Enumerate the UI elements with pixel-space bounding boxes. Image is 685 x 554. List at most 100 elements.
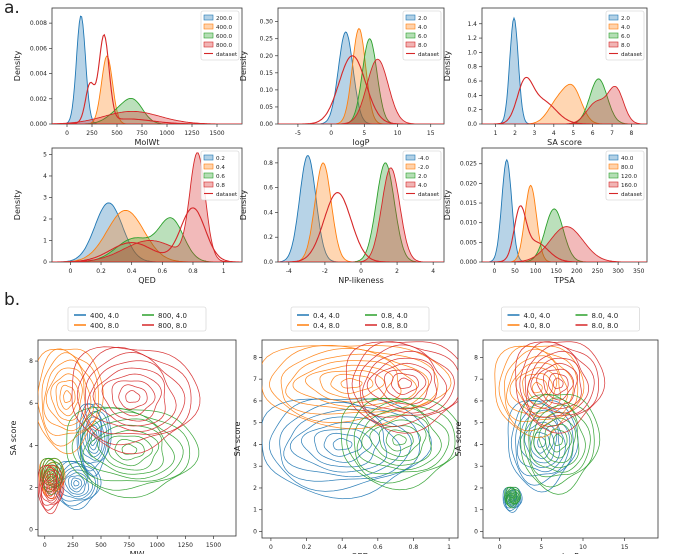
contour-line-400, 8.0 xyxy=(45,367,86,427)
x-tick-label: 150 xyxy=(551,268,563,275)
contour-line-800, 8.0 xyxy=(101,373,162,422)
x-tick-label: 750 xyxy=(123,542,135,549)
legend: 0.4, 4.0 0.4, 8.0 0.8, 4.0 0.8, 8.0 xyxy=(290,306,430,332)
legend-swatch xyxy=(203,172,214,179)
contour-line-8.0, 4.0 xyxy=(510,493,515,500)
legend-swatch xyxy=(608,32,619,39)
contour-line-8.0, 4.0 xyxy=(504,486,521,509)
contour-line-0.8, 4.0 xyxy=(369,419,427,462)
y-tick-label: 3 xyxy=(43,194,47,201)
plot-area xyxy=(482,16,647,124)
dataset-line xyxy=(278,55,444,124)
legend-label: 4.0, 8.0 xyxy=(524,322,551,330)
y-tick-label: 0.008 xyxy=(30,20,47,27)
contour-line-4.0, 4.0 xyxy=(510,400,574,486)
legend: 400, 4.0 400, 8.0 800, 4.0 800, 8.0 xyxy=(67,306,207,332)
y-axis-label: Density xyxy=(443,51,452,82)
contour-line-800, 8.0 xyxy=(92,367,166,427)
y-tick-label: 2 xyxy=(474,485,478,492)
legend: 40.0 80.0 120.0 160.0 dataset xyxy=(605,150,645,201)
contour-line-0.4, 8.0 xyxy=(262,345,452,430)
legend-label: 80.0 xyxy=(621,165,634,171)
contour-panel-qed_sa: 0 0.2 0.4 0.6 0.8 1 0 1 2 3 4 5 6 7 8 QED SA score 0.4, 4… xyxy=(233,306,459,554)
contour-line-0.8, 8.0 xyxy=(362,350,448,414)
density-area-8.0 xyxy=(482,85,647,124)
y-tick-label: 4 xyxy=(29,442,33,449)
contour-line-800, 8.0 xyxy=(86,360,177,432)
density-area-200.0 xyxy=(52,15,242,124)
y-tick-label: 8 xyxy=(29,358,33,365)
y-tick-label: 7 xyxy=(474,376,478,383)
contour-line-8.0, 8.0 xyxy=(530,357,582,410)
x-tick-label: 10 xyxy=(579,544,587,551)
contour-line-800, 4.0 xyxy=(82,418,175,480)
contour-line-8.0, 4.0 xyxy=(519,394,601,495)
contour-line-4.0, 4.0 xyxy=(537,436,546,448)
x-axis-label: logP xyxy=(562,552,579,554)
x-tick-label: 3 xyxy=(532,130,536,137)
x-axis-label: MW xyxy=(130,550,145,554)
contour-line-4.0, 8.0 xyxy=(506,355,569,418)
contour-line-400, 8.0 xyxy=(41,352,96,436)
legend-swatch xyxy=(608,41,619,48)
y-tick-label: 1 xyxy=(253,507,257,514)
y-tick-label: 0.8 xyxy=(263,160,273,167)
x-tick-label: 0 xyxy=(492,268,496,275)
legend-swatch xyxy=(405,41,416,48)
dataset-line xyxy=(52,33,242,124)
x-tick-label: 0 xyxy=(329,130,333,137)
contour-line-8.0, 4.0 xyxy=(544,424,573,459)
x-tick-label: 0.6 xyxy=(373,544,383,551)
x-tick-label: 2 xyxy=(513,130,517,137)
legend-label: 2.0 xyxy=(418,16,427,22)
legend-label: 8.0, 8.0 xyxy=(592,322,619,330)
density-area-2.0 xyxy=(482,16,647,124)
contour-line-800, 4.0 xyxy=(45,466,58,484)
y-tick-label: 0 xyxy=(29,527,33,534)
contour-line-0.4, 4.0 xyxy=(323,432,363,457)
x-tick-label: 100 xyxy=(530,268,542,275)
contour-line-800, 8.0 xyxy=(47,481,54,494)
legend: 0.2 0.4 0.6 0.8 dataset xyxy=(200,150,240,201)
legend-box xyxy=(200,10,240,61)
contour-line-8.0, 8.0 xyxy=(515,341,606,434)
legend-swatch xyxy=(203,14,214,21)
contour-line-4.0, 8.0 xyxy=(494,345,585,438)
x-tick-label: 250 xyxy=(592,268,604,275)
contour-line-400, 4.0 xyxy=(89,428,98,446)
contour-line-400, 4.0 xyxy=(64,472,87,495)
density-area-2.0 xyxy=(278,31,444,124)
legend-label: 6.0 xyxy=(418,34,427,40)
density-area-0.4 xyxy=(52,209,242,262)
legend-swatch xyxy=(608,172,619,179)
x-tick-label: 5 xyxy=(362,130,366,137)
y-tick-label: 6 xyxy=(253,398,257,405)
contour-line-0.8, 8.0 xyxy=(351,341,458,427)
legend-label: 4.0 xyxy=(418,25,427,31)
density-area-40.0 xyxy=(482,158,647,262)
y-tick-label: 0.20 xyxy=(260,53,274,60)
y-tick-label: 2 xyxy=(253,485,257,492)
contour-line-800, 8.0 xyxy=(38,465,65,515)
legend-label: 2.0 xyxy=(418,174,427,180)
y-tick-label: 1.2 xyxy=(467,35,477,42)
x-axis-label: MolWt xyxy=(134,138,159,147)
y-axis-label: SA score xyxy=(233,422,242,457)
x-tick-label: 1 xyxy=(447,544,451,551)
contour-line-800, 8.0 xyxy=(42,473,58,502)
kde-panel-logp: -5 0 5 10 15 0.00 0.05 0.10 0.15 0.20 0.25 0.30 logP… xyxy=(239,7,445,147)
density-area--4.0 xyxy=(278,154,444,262)
legend-label: 800.0 xyxy=(216,43,232,49)
legend-label: 8.0, 4.0 xyxy=(592,312,619,320)
y-tick-label: 0.020 xyxy=(460,180,477,187)
legend-label: 40.0 xyxy=(621,156,634,162)
contour-line-800, 8.0 xyxy=(40,466,62,506)
legend-swatch xyxy=(405,154,416,161)
contour-line-0.8, 4.0 xyxy=(392,434,407,446)
y-tick-label: 3 xyxy=(474,463,478,470)
legend: 2.0 4.0 6.0 8.0 dataset xyxy=(402,10,442,61)
contour-line-0.8, 8.0 xyxy=(397,377,412,389)
legend-box xyxy=(67,306,207,332)
y-axis-label: SA score xyxy=(454,422,463,457)
contour-line-0.4, 8.0 xyxy=(292,360,402,407)
